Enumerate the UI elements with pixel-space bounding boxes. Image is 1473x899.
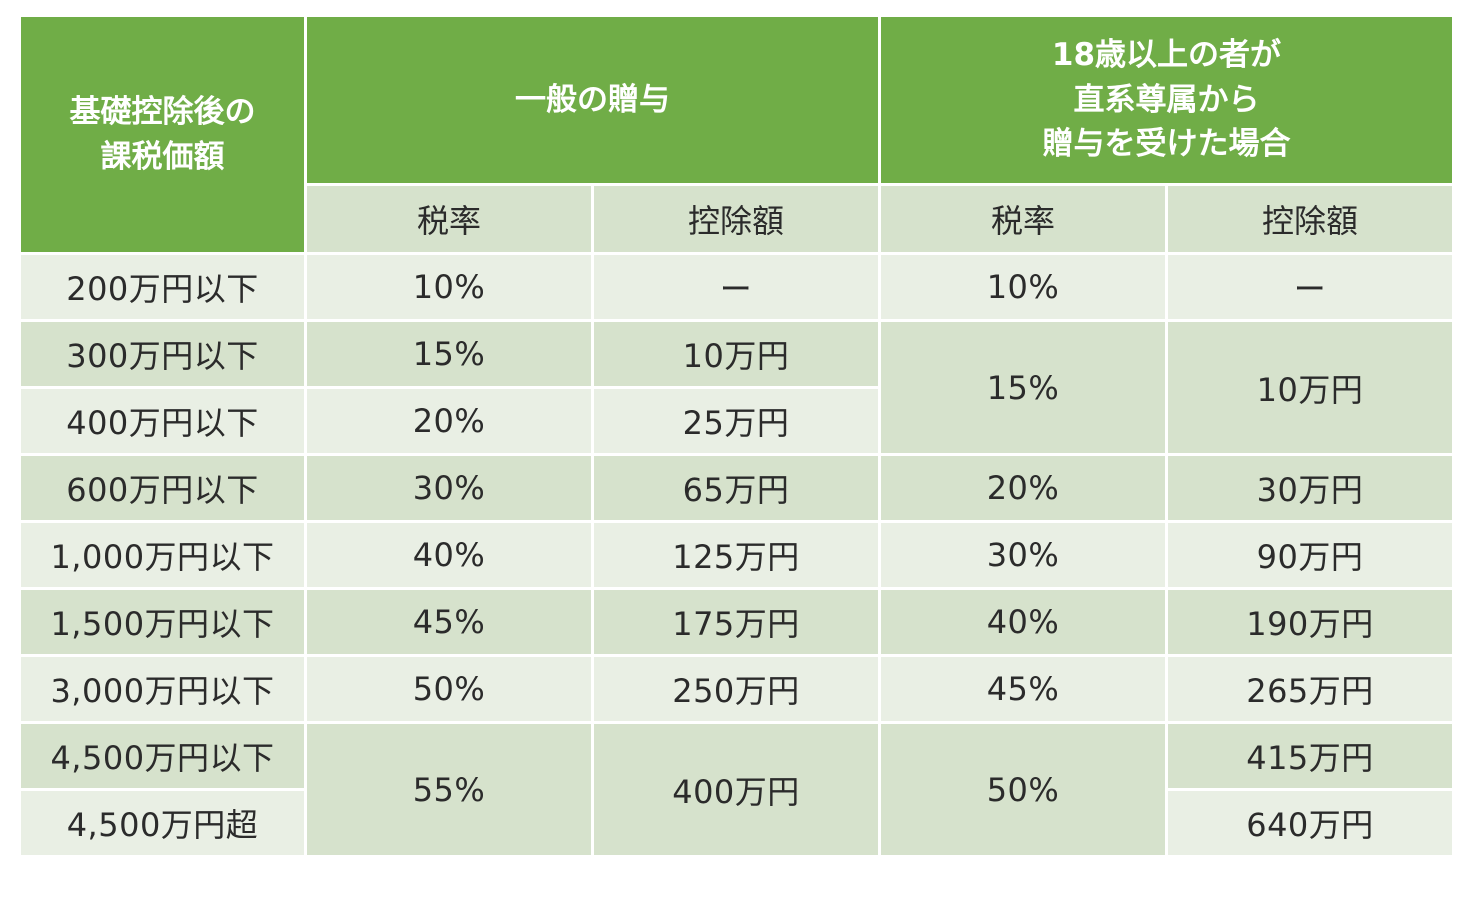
header-general-gift: 一般の贈与 [304,14,881,186]
amount-cell: 3,000万円以下 [18,654,307,724]
amount-cell: 1,000万円以下 [18,520,307,590]
table-row: 300万円以下 15% 10万円 15% 10万円 [18,319,1455,456]
general-rate-cell: 15% [304,319,594,389]
special-deduction-cell: 265万円 [1165,654,1455,724]
general-deduction-cell: 65万円 [591,453,881,523]
subheader-general-deduction: 控除額 [591,183,881,255]
amount-cell: 600万円以下 [18,453,307,523]
special-deduction-cell: 640万円 [1165,788,1455,858]
special-rate-cell: 10% [878,252,1168,322]
special-rate-cell: 20% [878,453,1168,523]
header-taxable-amount-line1: 基礎控除後の [69,93,256,130]
general-deduction-cell: 125万円 [591,520,881,590]
header-special-gift-line1: 18歳以上の者が [1051,36,1282,73]
header-taxable-amount: 基礎控除後の 課税価額 [18,14,307,255]
general-rate-cell: 30% [304,453,594,523]
header-special-gift: 18歳以上の者が 直系尊属から 贈与を受けた場合 [878,14,1455,186]
subheader-special-deduction: 控除額 [1165,183,1455,255]
header-special-gift-line3: 贈与を受けた場合 [1042,126,1291,163]
special-rate-cell: 50% [878,721,1168,858]
general-deduction-cell: ー [591,252,881,322]
special-rate-cell: 15% [878,319,1168,456]
subheader-general-rate: 税率 [304,183,594,255]
general-deduction-cell: 175万円 [591,587,881,657]
header-special-gift-line2: 直系尊属から [1073,81,1260,118]
special-rate-cell: 30% [878,520,1168,590]
general-rate-cell: 45% [304,587,594,657]
special-rate-cell: 40% [878,587,1168,657]
special-rate-cell: 45% [878,654,1168,724]
special-deduction-cell: ー [1165,252,1455,322]
gift-tax-rate-table: 基礎控除後の 課税価額 一般の贈与 18歳以上の者が 直系尊属から 贈与を受けた… [18,14,1455,858]
general-deduction-cell: 400万円 [591,721,881,858]
subheader-special-rate: 税率 [878,183,1168,255]
special-deduction-cell: 190万円 [1165,587,1455,657]
general-deduction-cell: 250万円 [591,654,881,724]
general-deduction-cell: 10万円 [591,319,881,389]
table-row: 1,500万円以下 45% 175万円 40% 190万円 [18,587,1455,657]
general-rate-cell: 10% [304,252,594,322]
amount-cell: 200万円以下 [18,252,307,322]
amount-cell: 400万円以下 [18,386,307,456]
general-rate-cell: 55% [304,721,594,858]
amount-cell: 300万円以下 [18,319,307,389]
special-deduction-cell: 415万円 [1165,721,1455,791]
header-taxable-amount-line2: 課税価額 [100,138,225,175]
table-row: 4,500万円以下 55% 400万円 50% 415万円 [18,721,1455,858]
special-deduction-cell: 10万円 [1165,319,1455,456]
amount-cell: 4,500万円超 [18,788,307,858]
table-row: 4,500万円超 640万円 [18,788,1455,858]
table-row: 1,000万円以下 40% 125万円 30% 90万円 [18,520,1455,590]
general-rate-cell: 50% [304,654,594,724]
table-row: 600万円以下 30% 65万円 20% 30万円 [18,453,1455,523]
special-deduction-cell: 90万円 [1165,520,1455,590]
amount-cell: 4,500万円以下 [18,721,307,791]
general-rate-cell: 20% [304,386,594,456]
table-row: 400万円以下 20% 25万円 [18,386,1454,456]
special-deduction-cell: 30万円 [1165,453,1455,523]
table-row: 200万円以下 10% ー 10% ー [18,252,1455,322]
general-deduction-cell: 25万円 [591,386,881,456]
amount-cell: 1,500万円以下 [18,587,307,657]
table-row: 3,000万円以下 50% 250万円 45% 265万円 [18,654,1455,724]
general-rate-cell: 40% [304,520,594,590]
